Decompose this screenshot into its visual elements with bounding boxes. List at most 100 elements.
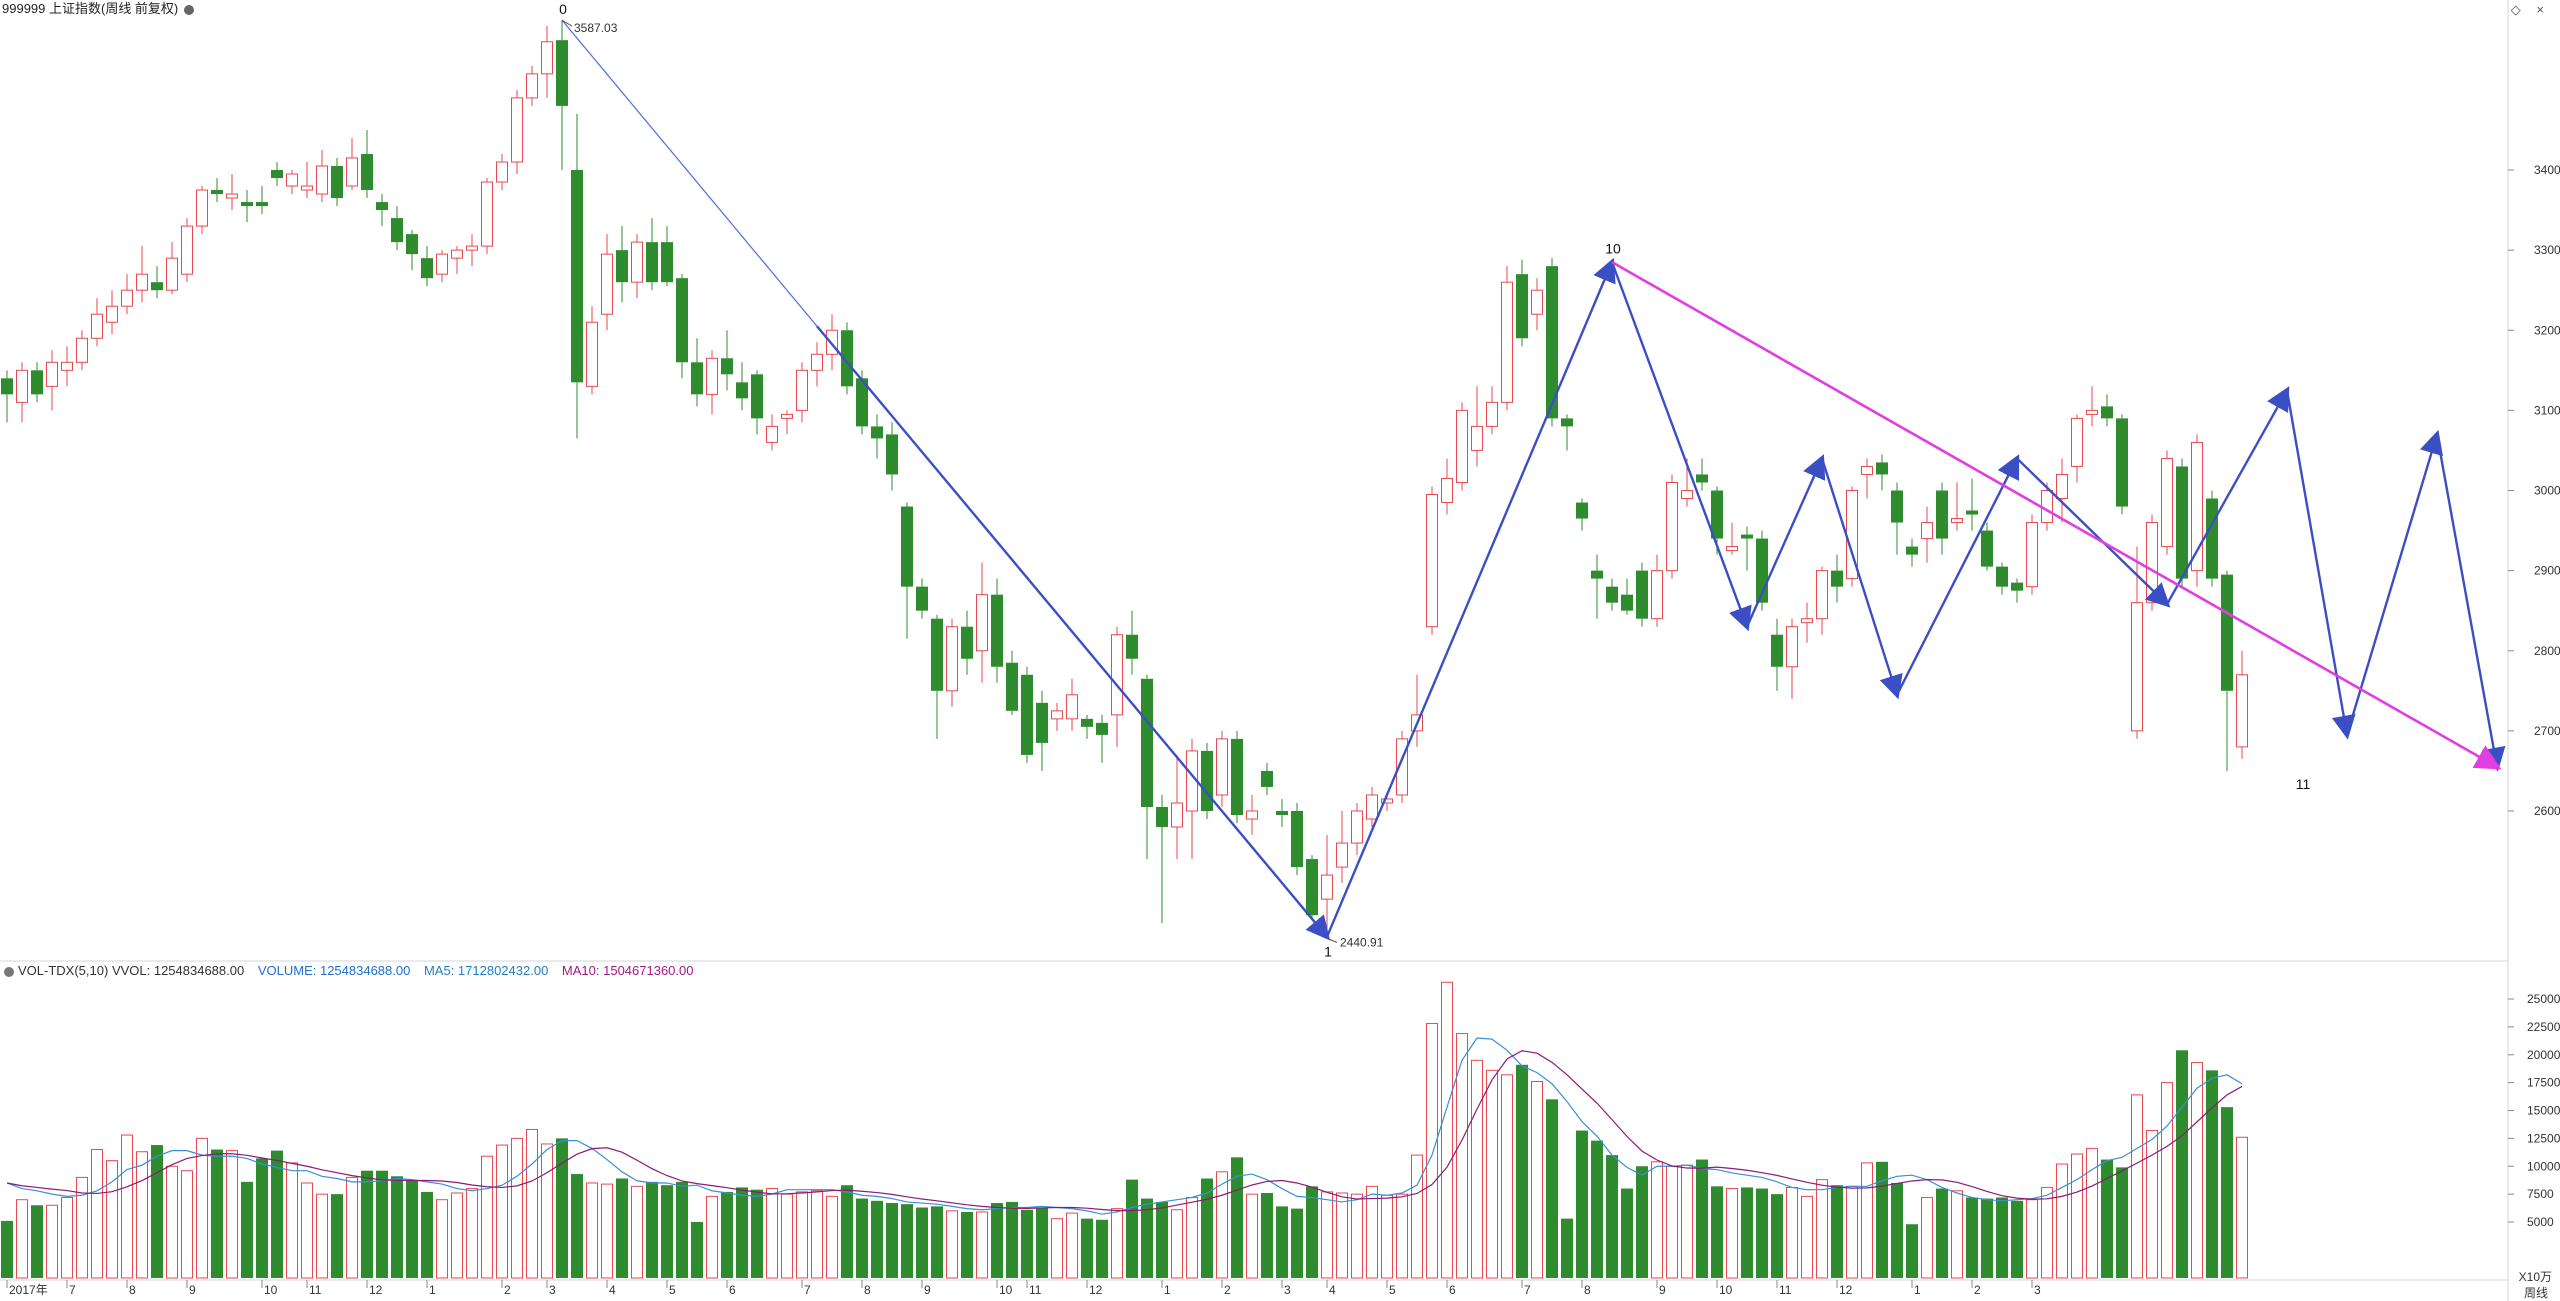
volume-bar [841,1185,853,1278]
indicator-settings-icon[interactable] [4,966,14,977]
candle-body [1006,662,1018,711]
candle-body [1456,409,1468,483]
volume-bar [1786,1186,1798,1279]
volume-tick-label: 5000 [2527,1215,2554,1229]
time-tick-label: 4 [1329,1283,1336,1297]
candle-body [301,185,313,191]
volume-bar [1126,1179,1138,1278]
volume-bar [166,1165,178,1279]
time-tick-label: 3 [2034,1283,2041,1297]
ma10-value: MA10: 1504671360.00 [561,963,694,978]
time-tick-label: 2 [504,1283,511,1297]
period-label[interactable]: 周线 [2523,1286,2548,1300]
time-tick-label: 7 [69,1283,76,1297]
candle-body [256,202,268,207]
candle-body [1291,811,1303,868]
volume-bar [2056,1163,2068,1279]
time-tick-label: 7 [804,1283,811,1297]
time-tick-label: 2 [1974,1283,1981,1297]
volume-bar [631,1185,643,1279]
settings-icon[interactable] [184,4,195,15]
volume-bar [886,1203,898,1278]
volume-bar [361,1170,373,1278]
volume-bar [1666,1165,1678,1279]
price-tick-label: 3200 [2534,323,2560,337]
volume-bar [1066,1212,1078,1279]
volume-bar [391,1176,403,1278]
volume-bar [1966,1197,1978,1278]
candle-body [661,242,673,283]
candle-body [2206,498,2218,579]
volume-bar [121,1134,133,1279]
candle-body [76,337,88,363]
volume-bar [1411,1154,1423,1279]
price-tick-label: 2900 [2534,564,2560,578]
volume-tick-label: 22500 [2527,1020,2560,1034]
low-pointer [1326,937,1338,943]
time-tick-label: 3 [1284,1283,1291,1297]
window-controls[interactable]: ◇ × [2510,2,2550,17]
candle-body [451,249,463,259]
candle-body [1231,738,1243,816]
volume-bar [181,1170,193,1279]
volume-bar [271,1150,283,1278]
candle-body [316,165,328,195]
volume-tick-label: 25000 [2527,992,2560,1006]
time-tick-label: 9 [1659,1283,1666,1297]
time-tick-label: 11 [309,1283,322,1297]
candle-body [2131,602,2143,732]
candle-body [706,357,718,395]
wave-arrow [1610,261,1752,632]
volume-bar [1021,1209,1033,1278]
candle-body [106,305,118,323]
candle-body [2191,441,2203,572]
time-tick-label: 3 [549,1283,556,1297]
volume-bar [526,1128,538,1279]
candle-body [1441,477,1453,504]
volume-bar [2206,1070,2218,1278]
volume-bar [1486,1069,1498,1279]
volume-bar [331,1194,343,1278]
volume-tick-label: 20000 [2527,1048,2560,1062]
volume-bar [1546,1099,1558,1278]
candle-body [1306,859,1318,916]
volume-bar [1471,1059,1483,1279]
volume-bar [76,1176,88,1279]
volume-bar [1006,1201,1018,1278]
time-tick-label: 10 [1719,1283,1733,1297]
candle-body [1516,274,1528,339]
volume-bar [1711,1186,1723,1278]
volume-bar [691,1222,703,1278]
volume-unit-label: X10万 [2518,1270,2552,1284]
volume-bar [1516,1064,1528,1278]
volume-bar [676,1181,688,1278]
candle-body [1381,798,1393,804]
candle-body [1666,481,1678,572]
candle-body [481,181,493,247]
volume-bar [2221,1107,2233,1278]
volume-bar [571,1174,583,1278]
time-tick-label: 2017年 [9,1283,48,1297]
candle-body [1891,490,1903,523]
volume-bar [1756,1188,1768,1278]
candle-body [136,273,148,291]
wave-arrow [2435,434,2506,772]
candle-body [1621,594,1633,611]
volume-bar [1036,1207,1048,1278]
ma5-value: MA5: 1712802432.00 [423,963,549,978]
candle-body [421,258,433,279]
candle-body [151,282,163,291]
candle-body [361,153,373,191]
candle-body [1366,794,1378,820]
candle-body [1111,634,1123,716]
ma5-line [6,1037,2243,1215]
candle-body [1321,874,1333,900]
volume-bar [151,1145,163,1278]
candle-body [166,257,178,291]
candle-body [1951,518,1963,524]
candle-body [841,330,853,387]
high-pointer [561,19,573,27]
volume-bar [1906,1224,1918,1278]
candle-body [796,369,808,411]
candle-body [2221,574,2233,691]
